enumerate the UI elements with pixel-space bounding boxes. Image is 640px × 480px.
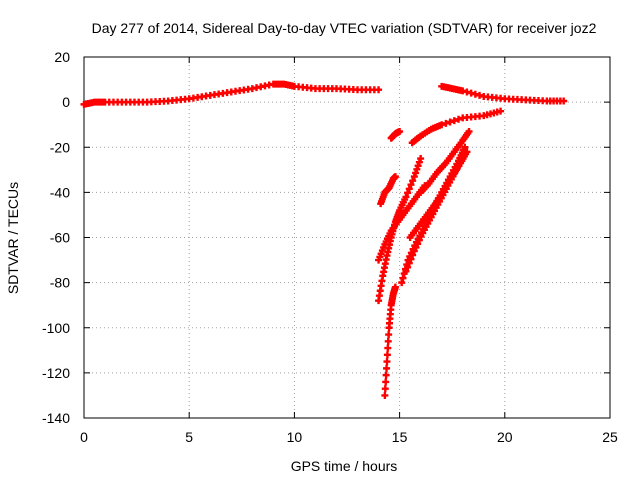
data-point <box>383 364 391 372</box>
data-point <box>383 351 391 359</box>
data-point <box>413 165 421 173</box>
data-point <box>560 97 568 105</box>
data-point <box>384 337 392 345</box>
data-point <box>409 251 417 259</box>
data-point <box>409 177 417 185</box>
data-point <box>396 127 404 135</box>
y-tick-label: 20 <box>54 49 70 65</box>
data-series <box>381 283 399 399</box>
data-point <box>414 240 422 248</box>
data-point <box>405 185 413 193</box>
data-point <box>465 127 473 135</box>
x-tick-label: 5 <box>185 429 193 445</box>
data-point <box>382 371 390 379</box>
data-point <box>446 118 454 126</box>
data-point <box>391 283 399 291</box>
y-axis-label: SDTVAR / TECUs <box>5 182 21 294</box>
x-tick-label: 0 <box>80 429 88 445</box>
data-point <box>407 181 415 189</box>
data-point <box>438 121 446 129</box>
data-point <box>412 243 420 251</box>
data-point <box>399 274 407 282</box>
data-point <box>381 385 389 393</box>
data-point <box>412 169 420 177</box>
data-point <box>410 247 418 255</box>
data-series <box>417 127 473 196</box>
data-point <box>415 158 423 166</box>
data-series <box>438 82 568 105</box>
y-tick-label: -140 <box>42 410 70 426</box>
data-series <box>377 173 399 208</box>
data-point <box>450 117 458 125</box>
y-tick-label: -100 <box>42 320 70 336</box>
data-point <box>442 119 450 127</box>
y-tick-label: -60 <box>50 230 70 246</box>
data-point <box>402 193 410 201</box>
data-point <box>405 259 413 267</box>
data-point <box>410 173 418 181</box>
y-tick-label: -40 <box>50 184 70 200</box>
y-tick-label: -80 <box>50 275 70 291</box>
data-point <box>417 233 425 241</box>
data-point <box>385 331 393 339</box>
plot-frame <box>83 56 611 419</box>
data-point <box>402 267 410 275</box>
data-point <box>404 189 412 197</box>
data-point <box>463 148 471 156</box>
data-point <box>383 358 391 366</box>
data-series <box>80 80 383 108</box>
data-point <box>384 344 392 352</box>
data-point <box>497 107 505 115</box>
data-series <box>406 148 471 241</box>
data-series <box>387 127 404 142</box>
data-point <box>391 173 399 181</box>
x-tick-label: 25 <box>602 429 618 445</box>
data-point <box>407 255 415 263</box>
data-point <box>417 155 425 163</box>
x-tick-label: 20 <box>497 429 513 445</box>
y-tick-label: 0 <box>62 94 70 110</box>
data-point <box>415 236 423 244</box>
x-tick-label: 10 <box>287 429 303 445</box>
chart-title: Day 277 of 2014, Sidereal Day-to-day VTE… <box>92 20 597 36</box>
axis-ticks: 0 5 10 15 20 25 20 0 -20 -40 -60 -80 -100 -120 -140 <box>42 49 618 445</box>
x-tick-label: 15 <box>392 429 408 445</box>
data-point <box>375 86 383 94</box>
data-point <box>404 263 412 271</box>
data-points <box>80 80 568 399</box>
y-tick-label: -20 <box>50 139 70 155</box>
grid <box>84 57 610 418</box>
y-tick-label: -120 <box>42 365 70 381</box>
x-axis-label: GPS time / hours <box>291 458 398 474</box>
data-point <box>382 378 390 386</box>
data-point <box>414 162 422 170</box>
data-point <box>455 115 463 123</box>
data-point <box>461 143 469 151</box>
data-point <box>398 279 406 287</box>
data-point <box>381 391 389 399</box>
data-series <box>408 107 505 147</box>
